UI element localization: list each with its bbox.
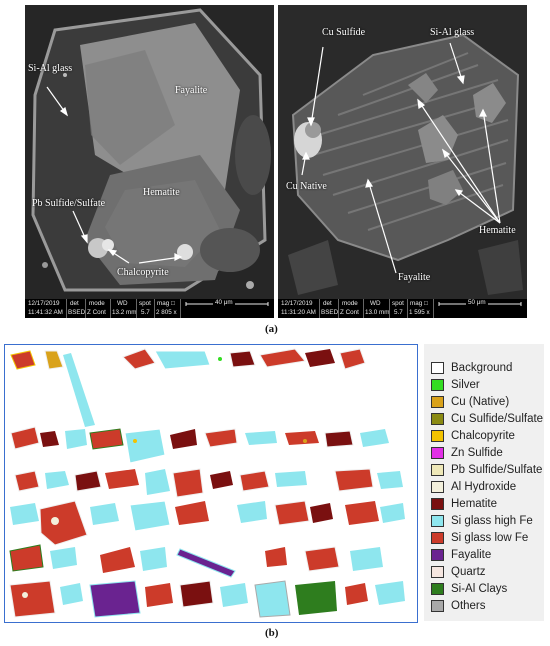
legend-label: Silver (451, 378, 480, 391)
legend-label: Chalcopyrite (451, 429, 515, 442)
databar-wd-header: WD (117, 300, 128, 307)
mineral-map (4, 344, 418, 623)
label-hematite-right: Hematite (479, 225, 516, 236)
label-cu-native: Cu Native (286, 181, 327, 192)
databar-time: 11:31:20 AM (281, 309, 316, 316)
legend-swatch (431, 565, 444, 578)
databar-mag-header: mag □ (157, 300, 175, 307)
legend-item-si-al-clays: Si-Al Clays (431, 581, 507, 596)
legend-swatch (431, 531, 444, 544)
label-hematite: Hematite (143, 187, 180, 198)
legend-item-si-glass-low-fe: Si glass low Fe (431, 530, 528, 545)
label-chalcopyrite: Chalcopyrite (117, 267, 169, 278)
databar-spot-header: spot (392, 300, 404, 307)
legend-item-pb-sulfide: Pb Sulfide/Sulfate (431, 462, 542, 477)
legend-label: Zn Sulfide (451, 446, 503, 459)
legend-swatch (431, 599, 444, 612)
legend-item-al-hydroxide: Al Hydroxide (431, 479, 516, 494)
legend-label: Si glass low Fe (451, 531, 529, 544)
databar-wd-value: 13.2 mm (112, 309, 137, 316)
legend-item-zn-sulfide: Zn Sulfide (431, 445, 503, 460)
legend-swatch (431, 378, 444, 391)
legend-label: Background (451, 361, 513, 374)
databar-mag-header: mag □ (410, 300, 428, 307)
legend-swatch (431, 480, 444, 493)
legend-item-quartz: Quartz (431, 564, 486, 579)
sem-left-texture (25, 5, 274, 318)
label-fayalite: Fayalite (175, 85, 208, 96)
legend-item-others: Others (431, 598, 486, 613)
databar-det-header: det (323, 300, 332, 307)
sem-image-right: Cu Sulfide Si-Al glass Cu Native Hematit… (278, 5, 527, 318)
legend-swatch (431, 429, 444, 442)
legend-label: Cu Sulfide/Sulfate (451, 412, 544, 425)
databar-mode-header: mode (342, 300, 358, 307)
legend-label: Pb Sulfide/Sulfate (451, 463, 543, 476)
databar-date: 12/17/2019 (281, 300, 313, 307)
legend-label: Si-Al Clays (451, 582, 508, 595)
sem-right-texture (278, 5, 527, 318)
legend-label: Cu (Native) (451, 395, 510, 408)
label-pb-sulfide: Pb Sulfide/Sulfate (32, 198, 106, 209)
label-si-al-glass-right: Si-Al glass (430, 27, 475, 38)
sem-databar-left: 12/17/2019 11:41:32 AM det BSED mode Z C… (25, 299, 274, 318)
legend-item-hematite: Hematite (431, 496, 497, 511)
sem-databar-right: 12/17/2019 11:31:20 AM det BSED mode Z C… (278, 299, 527, 318)
legend-item-cu-sulfide: Cu Sulfide/Sulfate (431, 411, 543, 426)
scale-label-right: 50 μm (466, 299, 488, 307)
databar-date: 12/17/2019 (28, 300, 60, 307)
legend-swatch (431, 446, 444, 459)
databar-spot-header: spot (139, 300, 151, 307)
legend-swatch (431, 514, 444, 527)
databar-mode-value: Z Cont (87, 309, 106, 316)
databar-det-value: BSED (68, 309, 86, 316)
databar-spot-value: 5.7 (141, 309, 150, 316)
databar-spot-value: 5.7 (394, 309, 403, 316)
databar-mode-header: mode (89, 300, 105, 307)
scale-label-left: 40 μm (213, 299, 235, 307)
databar-mode-value: Z Cont (340, 309, 359, 316)
databar-det-value: BSED (321, 309, 339, 316)
mineral-map-particles (9, 348, 405, 618)
legend-swatch (431, 412, 444, 425)
legend-label: Hematite (451, 497, 498, 510)
legend-label: Si glass high Fe (451, 514, 533, 527)
legend-label: Others (451, 599, 486, 612)
legend-label: Fayalite (451, 548, 492, 561)
sem-image-left: Si-Al glass Fayalite Hematite Pb Sulfide… (25, 5, 274, 318)
legend-swatch (431, 361, 444, 374)
legend-swatch (431, 497, 444, 510)
label-si-al-glass: Si-Al glass (28, 63, 73, 74)
mineral-legend: Background Silver Cu (Native) Cu Sulfide… (424, 344, 544, 621)
legend-item-silver: Silver (431, 377, 480, 392)
legend-swatch (431, 582, 444, 595)
databar-mag-value: 1 595 x (409, 309, 430, 316)
legend-label: Al Hydroxide (451, 480, 517, 493)
label-cu-sulfide: Cu Sulfide (322, 27, 366, 38)
databar-wd-value: 13.0 mm (365, 309, 390, 316)
legend-item-fayalite: Fayalite (431, 547, 491, 562)
caption-b: (b) (265, 627, 279, 639)
legend-item-cu-native: Cu (Native) (431, 394, 509, 409)
databar-time: 11:41:32 AM (28, 309, 63, 316)
databar-wd-header: WD (370, 300, 381, 307)
databar-det-header: det (70, 300, 79, 307)
databar-mag-value: 2 805 x (156, 309, 177, 316)
legend-swatch (431, 548, 444, 561)
caption-a: (a) (265, 323, 278, 335)
legend-swatch (431, 395, 444, 408)
legend-label: Quartz (451, 565, 486, 578)
legend-item-si-glass-high-fe: Si glass high Fe (431, 513, 533, 528)
label-fayalite-right: Fayalite (398, 272, 431, 283)
legend-item-background: Background (431, 360, 512, 375)
legend-swatch (431, 463, 444, 476)
legend-item-chalcopyrite: Chalcopyrite (431, 428, 515, 443)
